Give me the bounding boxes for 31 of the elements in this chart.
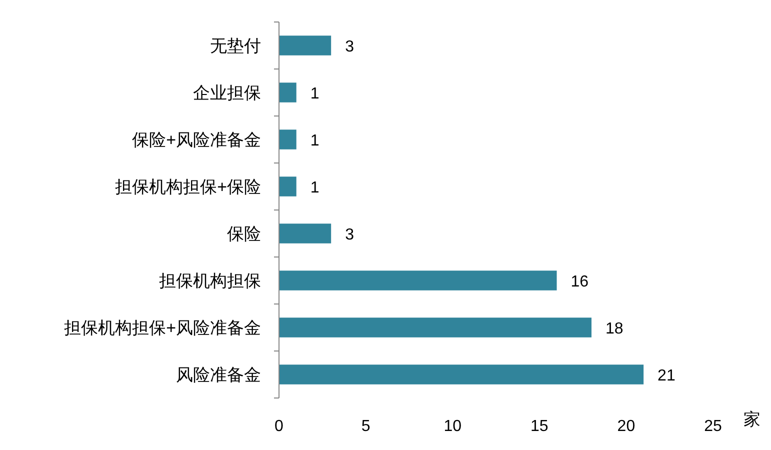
bar xyxy=(279,130,296,150)
x-tick-label: 0 xyxy=(274,418,284,435)
y-tick-label: 保险 xyxy=(227,224,261,244)
x-tick-label: 10 xyxy=(444,418,462,435)
data-label: 3 xyxy=(345,226,354,244)
data-label: 1 xyxy=(310,180,320,196)
data-label: 18 xyxy=(605,320,624,338)
bar xyxy=(279,36,332,56)
y-tick-label: 企业担保 xyxy=(193,84,261,102)
y-tick-label: 风险准备金 xyxy=(176,366,261,384)
bar xyxy=(279,224,332,244)
data-label: 3 xyxy=(345,38,354,56)
bar xyxy=(279,176,296,196)
y-tick-label: 担保机构担保+风险准备金 xyxy=(64,318,261,338)
bar xyxy=(279,270,557,290)
data-label: 1 xyxy=(310,132,320,150)
y-tick-label: 保险+风险准备金 xyxy=(132,130,261,150)
data-label: 16 xyxy=(570,274,589,290)
x-tick-label: 15 xyxy=(530,418,548,435)
bar xyxy=(279,364,644,384)
y-tick-label: 担保机构担保+保险 xyxy=(115,178,261,196)
x-tick-label: 5 xyxy=(361,418,370,435)
y-tick-label: 担保机构担保 xyxy=(159,272,261,290)
bar xyxy=(279,82,296,102)
x-tick-label: 20 xyxy=(617,418,636,435)
x-tick-label: 25 xyxy=(704,418,722,435)
x-axis-title: 家 xyxy=(744,410,760,429)
data-label: 1 xyxy=(310,86,320,102)
data-label: 21 xyxy=(658,368,676,384)
y-tick-label: 无垫付 xyxy=(210,36,261,56)
bar xyxy=(279,318,592,338)
